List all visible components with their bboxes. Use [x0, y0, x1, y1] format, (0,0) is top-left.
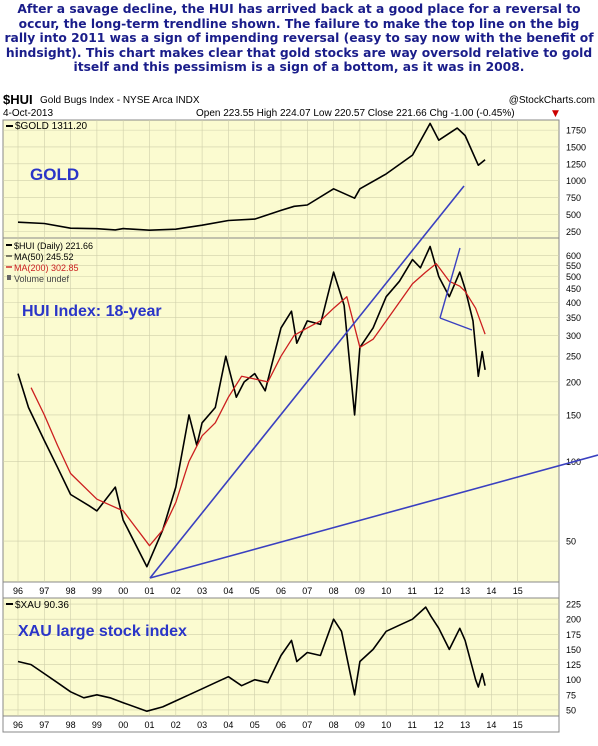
hui-ytick-label: 350 [566, 313, 581, 323]
xau-series--xau [17, 606, 486, 712]
chart-source: @StockCharts.com [509, 95, 595, 106]
hui-ytick-label: 150 [566, 410, 581, 420]
gold-series--gold [17, 122, 486, 231]
hui-series-ma-200- [30, 262, 486, 547]
x-tick-label: 12 [434, 586, 444, 596]
gold-ytick-label: 1250 [566, 159, 586, 169]
x-tick-label: 04 [223, 720, 233, 730]
x-tick-label: 11 [408, 586, 417, 596]
hui-ytick-label: 50 [566, 537, 576, 547]
xau-legend-text: $XAU 90.36 [15, 600, 69, 611]
x-tick-label: 13 [460, 586, 470, 596]
x-tick-label: 00 [118, 586, 128, 596]
hui-legend-volume: Volume undef [14, 274, 70, 284]
xau-ytick-label: 125 [566, 660, 581, 670]
hui-ytick-label: 400 [566, 298, 581, 308]
x-tick-label: 14 [486, 586, 496, 596]
x-tick-label: 07 [302, 586, 312, 596]
xau-annotation: XAU large stock index [18, 623, 187, 640]
x-tick-label: 05 [250, 586, 260, 596]
gold-ytick-label: 1500 [566, 142, 586, 152]
hui-ytick-label: 550 [566, 261, 581, 271]
gold-legend: $GOLD 1311.20 [6, 121, 88, 132]
hui-legend: $HUI (Daily) 221.66 MA(50) 245.52 MA(200… [6, 241, 93, 284]
x-tick-label: 11 [408, 720, 417, 730]
gold-ytick-label: 500 [566, 210, 581, 220]
x-tick-label: 97 [39, 720, 49, 730]
x-tick-label: 96 [13, 720, 23, 730]
x-tick-label: 98 [66, 586, 76, 596]
gold-ytick-label: 1750 [566, 126, 586, 136]
x-tick-label: 06 [276, 720, 286, 730]
hui-ytick-label: 250 [566, 352, 581, 362]
x-tick-label: 12 [434, 720, 444, 730]
hui-legend-ma50: MA(50) 245.52 [14, 252, 74, 262]
chart-symbol: $HUI [3, 92, 33, 107]
chart-quote: Open 223.55 High 224.07 Low 220.57 Close… [196, 108, 515, 119]
hui-annotation: HUI Index: 18-year [22, 303, 162, 320]
x-tick-label: 07 [302, 720, 312, 730]
hui-ytick-label: 450 [566, 284, 581, 294]
x-tick-label: 02 [171, 586, 181, 596]
x-tick-label: 10 [381, 586, 391, 596]
x-tick-label: 09 [355, 586, 365, 596]
x-tick-label: 96 [13, 586, 23, 596]
gold-ytick-label: 1000 [566, 176, 586, 186]
hui-ytick-label: 200 [566, 377, 581, 387]
x-tick-label: 04 [223, 586, 233, 596]
xau-ytick-label: 75 [566, 690, 576, 700]
chart-date: 4-Oct-2013 [3, 108, 53, 119]
x-tick-label: 03 [197, 586, 207, 596]
x-tick-label: 05 [250, 720, 260, 730]
xau-ytick-label: 50 [566, 705, 576, 715]
hui-ytick-label: 500 [566, 272, 581, 282]
xau-ytick-label: 100 [566, 675, 581, 685]
x-tick-label: 08 [329, 720, 339, 730]
x-axis-labels: 96 97 98 99 00 01 02 03 04 05 06 07 08 09 10 11 12 13 14 15… [13, 586, 523, 730]
gold-annotation: GOLD [30, 165, 79, 184]
x-tick-label: 99 [92, 720, 102, 730]
x-tick-label: 01 [145, 586, 155, 596]
series-lines [17, 122, 486, 712]
gold-legend-text: $GOLD 1311.20 [15, 121, 88, 132]
x-tick-label: 03 [197, 720, 207, 730]
xau-ytick-label: 225 [566, 600, 581, 610]
x-tick-label: 00 [118, 720, 128, 730]
x-tick-label: 99 [92, 586, 102, 596]
x-tick-label: 09 [355, 720, 365, 730]
chart-caption: After a savage decline, the HUI has arri… [4, 2, 594, 75]
x-tick-label: 15 [513, 586, 523, 596]
top-channel-line [439, 247, 461, 319]
x-tick-label: 97 [39, 586, 49, 596]
hui-ytick-label: 300 [566, 331, 581, 341]
lower-trendline [149, 454, 598, 579]
x-tick-label: 14 [486, 720, 496, 730]
x-tick-label: 06 [276, 586, 286, 596]
x-tick-label: 01 [145, 720, 155, 730]
x-tick-label: 08 [329, 586, 339, 596]
down-arrow-icon: ▼ [552, 109, 559, 119]
upper-trendline [149, 185, 465, 579]
xau-ytick-label: 175 [566, 630, 581, 640]
chart-name: Gold Bugs Index - NYSE Arca INDX [40, 95, 200, 106]
x-tick-label: 15 [513, 720, 523, 730]
x-tick-label: 10 [381, 720, 391, 730]
hui-series--hui [17, 245, 486, 568]
hui-ytick-label: 600 [566, 251, 581, 261]
gold-ytick-label: 750 [566, 193, 581, 203]
x-tick-label: 02 [171, 720, 181, 730]
top-channel-base [439, 317, 473, 331]
hui-legend-ma200: MA(200) 302.85 [14, 263, 79, 273]
y-axis-labels: 250 500 750 1000 1250 1500 1750 50 100 150 200 250 3… [566, 126, 586, 716]
xau-legend: $XAU 90.36 [6, 600, 69, 611]
xau-ytick-label: 150 [566, 645, 581, 655]
x-tick-label: 13 [460, 720, 470, 730]
gold-ytick-label: 250 [566, 227, 581, 237]
x-tick-label: 98 [66, 720, 76, 730]
xau-ytick-label: 200 [566, 615, 581, 625]
hui-legend-price: $HUI (Daily) 221.66 [14, 241, 93, 251]
